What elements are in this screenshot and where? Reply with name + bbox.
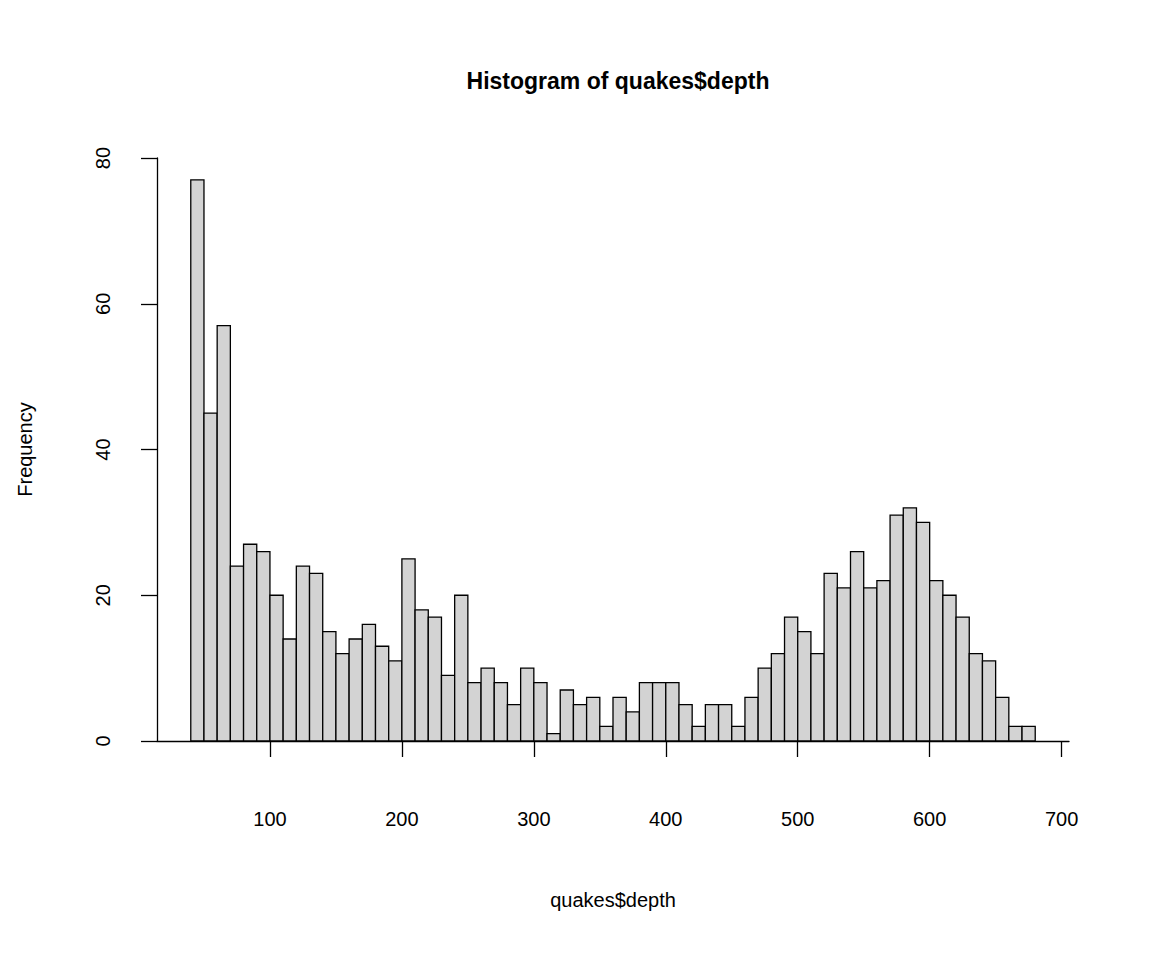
svg-text:Histogram of quakes$depth: Histogram of quakes$depth: [467, 68, 770, 94]
svg-text:300: 300: [517, 808, 550, 830]
svg-text:200: 200: [385, 808, 418, 830]
svg-text:20: 20: [92, 584, 114, 606]
svg-text:60: 60: [92, 293, 114, 315]
svg-text:400: 400: [649, 808, 682, 830]
svg-text:40: 40: [92, 438, 114, 460]
svg-text:500: 500: [781, 808, 814, 830]
svg-text:Frequency: Frequency: [14, 402, 36, 497]
svg-text:0: 0: [92, 735, 114, 746]
svg-text:80: 80: [92, 147, 114, 169]
svg-text:100: 100: [253, 808, 286, 830]
svg-text:700: 700: [1045, 808, 1078, 830]
svg-text:600: 600: [913, 808, 946, 830]
svg-text:quakes$depth: quakes$depth: [550, 889, 676, 911]
